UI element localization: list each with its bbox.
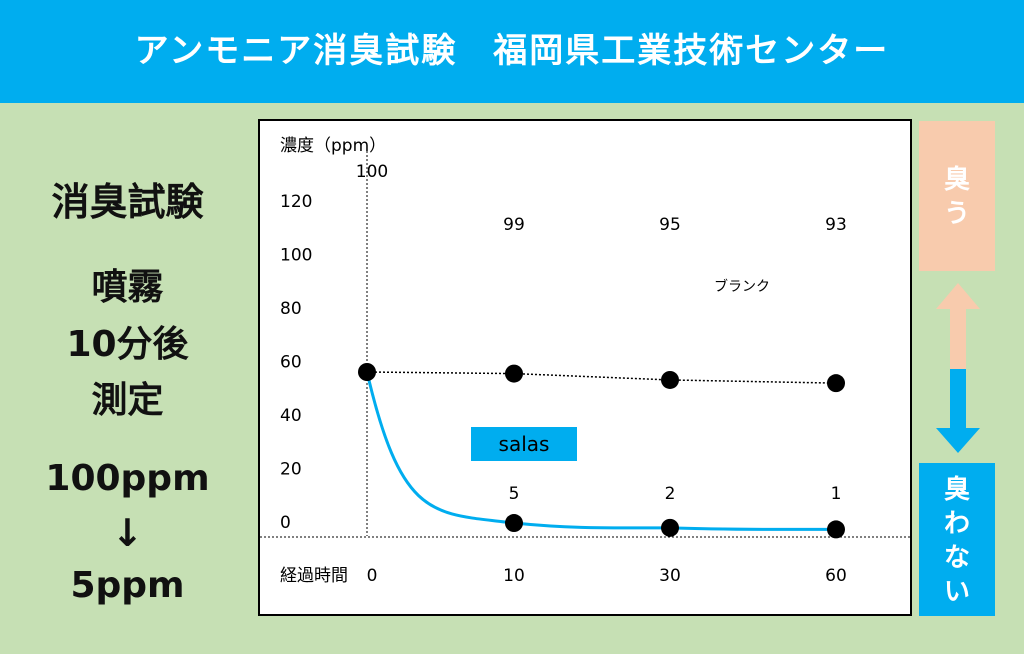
blank-point	[505, 364, 523, 383]
nosmell-char-2: わ	[943, 509, 970, 539]
measure-label: 測定	[91, 380, 164, 421]
salas-data-label: 2	[665, 484, 676, 504]
y-tick-label: 20	[280, 460, 302, 480]
smell-box: 臭 う	[919, 121, 995, 271]
y-tick-label: 0	[280, 513, 291, 533]
blank-data-label: 100	[356, 162, 388, 182]
nosmell-char-3: な	[943, 543, 970, 573]
salas-series-label: salas	[499, 432, 550, 456]
left-panel: 消臭試験 噴霧 10分後 測定 100ppm ↓ 5ppm	[0, 103, 255, 654]
blank-series-line	[366, 371, 837, 384]
blank-point	[661, 370, 679, 389]
x-axis-label: 経過時間	[280, 566, 348, 586]
salas-label-box	[471, 427, 577, 461]
salas-series-line	[365, 371, 837, 531]
x-tick-label: 0	[367, 566, 378, 586]
y-tick-label: 100	[280, 246, 312, 266]
x-tick-label: 10	[503, 566, 525, 586]
y-tick-label: 40	[280, 406, 302, 426]
salas-point	[505, 514, 523, 533]
down-arrow-icon: ↓	[111, 511, 144, 555]
blank-point	[827, 374, 845, 393]
smell-char-1: 臭	[943, 165, 970, 195]
no-smell-box: 臭 わ な い	[919, 463, 995, 616]
double-arrow-icon	[936, 283, 980, 453]
final-ppm: 5ppm	[70, 565, 185, 606]
salas-data-label: 1	[831, 484, 842, 504]
nosmell-char-1: 臭	[943, 475, 970, 505]
header-bar: アンモニア消臭試験 福岡県工業技術センター	[0, 0, 1024, 103]
time-label: 10分後	[66, 324, 189, 365]
nosmell-char-4: い	[943, 577, 970, 607]
salas-point	[827, 520, 845, 539]
page-title: アンモニア消臭試験 福岡県工業技術センター	[134, 31, 890, 71]
spray-label: 噴霧	[91, 267, 164, 308]
test-title: 消臭試験	[51, 180, 204, 224]
blank-point	[358, 363, 376, 381]
blank-series-label: ブランク	[714, 278, 770, 295]
concentration-chart: 濃度（ppm） 120 100 80 60 40 20 0 経過時間 0 10 30 60 100 99 95…	[260, 136, 910, 586]
y-tick-label: 80	[280, 299, 302, 319]
blank-data-label: 99	[503, 215, 525, 235]
chart-frame: 濃度（ppm） 120 100 80 60 40 20 0 経過時間 0 10 30 60 100 99 95…	[258, 119, 912, 616]
x-tick-label: 60	[825, 566, 847, 586]
y-tick-label: 120	[280, 192, 312, 212]
blank-data-label: 93	[825, 215, 847, 235]
blank-data-label: 95	[659, 215, 681, 235]
y-axis-label: 濃度（ppm）	[280, 136, 386, 156]
initial-ppm: 100ppm	[45, 458, 210, 499]
y-tick-label: 60	[280, 353, 302, 373]
smell-char-2: う	[943, 199, 970, 229]
salas-point	[661, 518, 679, 537]
salas-data-label: 5	[509, 484, 520, 504]
x-tick-label: 30	[659, 566, 681, 586]
